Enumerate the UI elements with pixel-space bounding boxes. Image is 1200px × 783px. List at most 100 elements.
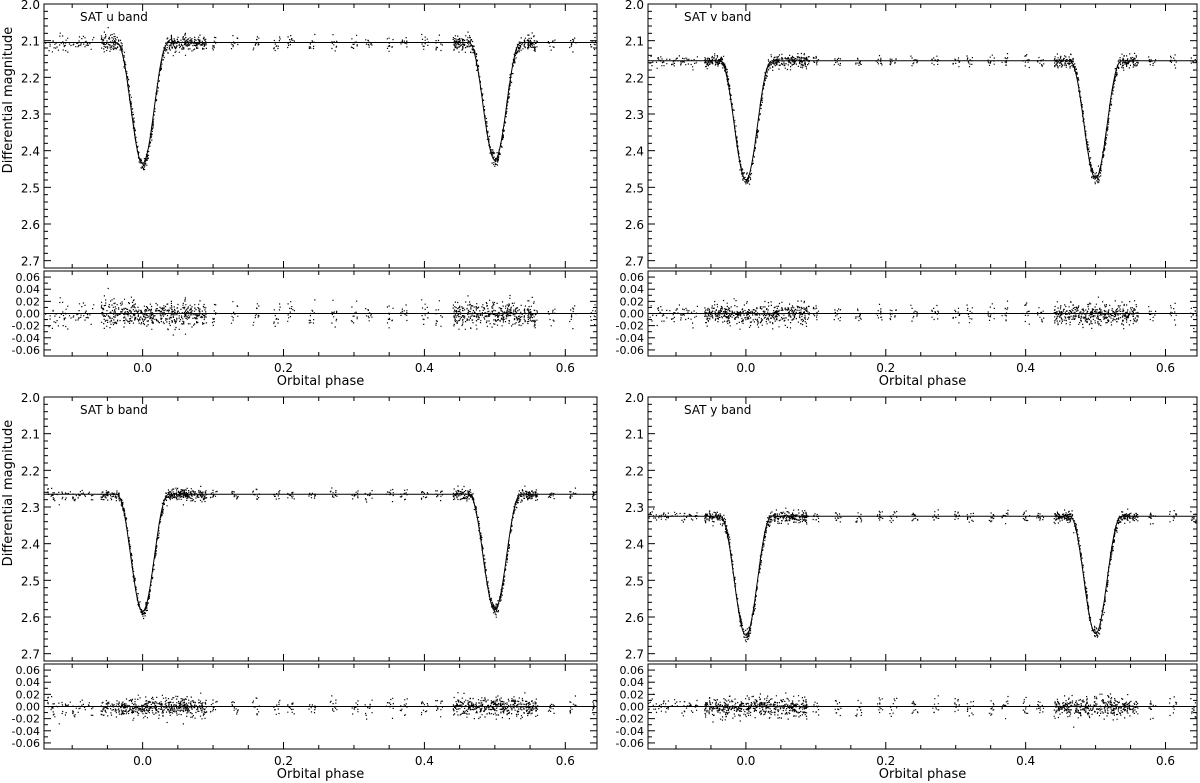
panel-title: SAT v band — [684, 10, 751, 24]
panel-title: SAT y band — [684, 403, 751, 417]
x-tick-label: 0.2 — [274, 754, 293, 768]
y-tick-label: 2.5 — [21, 181, 40, 195]
residual-y-ticks: 0.060.040.020.00-0.02-0.04-0.06 — [616, 271, 1197, 357]
y-axis-label: Differential magnitude — [1, 27, 16, 174]
residual-tick-label: 0.02 — [16, 295, 41, 308]
x-ticks: 0.0 0.2 0.4 0.6 — [71, 397, 575, 768]
y-tick-label: 2.7 — [21, 648, 40, 662]
residual-tick-label: -0.04 — [12, 725, 40, 738]
residual-tick-label: -0.06 — [616, 344, 644, 357]
observed-points — [649, 52, 1197, 185]
x-axis-label: Orbital phase — [277, 374, 364, 389]
panel-1: 0.0 0.2 0.4 0.6 2.0 2.1 2.2 2.3 2.4 2.5 2.6 2.7 0.06… — [1, 0, 598, 389]
residual-tick-label: -0.04 — [616, 332, 644, 345]
x-tick-label: 0.2 — [876, 754, 895, 768]
y-tick-label: 2.2 — [21, 71, 40, 85]
residual-y-ticks: 0.060.040.020.00-0.02-0.04-0.06 — [12, 664, 597, 750]
x-axis-label: Orbital phase — [277, 767, 364, 782]
y-tick-label: 2.6 — [625, 611, 644, 625]
residual-tick-label: -0.06 — [12, 737, 40, 750]
residual-tick-label: 0.02 — [620, 295, 645, 308]
y-tick-label: 2.0 — [21, 0, 40, 12]
y-tick-label: 2.4 — [21, 145, 40, 159]
y-tick-label: 2.1 — [625, 428, 644, 442]
x-tick-label: 0.4 — [415, 754, 434, 768]
y-tick-label: 2.1 — [21, 35, 40, 49]
y-tick-label: 2.3 — [625, 108, 644, 122]
residual-tick-label: 0.06 — [16, 271, 41, 284]
y-tick-label: 2.1 — [625, 35, 644, 49]
residual-tick-label: 0.00 — [620, 701, 645, 714]
x-tick-label: 0.4 — [415, 361, 434, 375]
residual-tick-label: -0.02 — [12, 713, 40, 726]
y-tick-label: 2.2 — [21, 464, 40, 478]
x-tick-label: 0.0 — [133, 361, 152, 375]
y-tick-label: 2.0 — [21, 391, 40, 405]
residual-tick-label: -0.04 — [616, 725, 644, 738]
y-tick-label: 2.6 — [625, 218, 644, 232]
x-tick-label: 0.0 — [736, 754, 755, 768]
model-curve — [648, 515, 1197, 636]
model-curve — [44, 42, 597, 165]
residual-tick-label: 0.02 — [16, 688, 41, 701]
x-tick-label: 0.0 — [133, 754, 152, 768]
residual-tick-label: 0.00 — [620, 308, 645, 321]
x-ticks: 0.0 0.2 0.4 0.6 — [71, 4, 575, 375]
y-tick-label: 2.2 — [625, 464, 644, 478]
residual-tick-label: 0.04 — [620, 676, 645, 689]
observed-points — [45, 27, 597, 171]
x-axis-label: Orbital phase — [879, 767, 966, 782]
y-tick-label: 2.5 — [21, 574, 40, 588]
y-tick-label: 2.0 — [625, 391, 644, 405]
panel-title: SAT u band — [80, 10, 148, 24]
model-curve — [44, 493, 597, 613]
residual-tick-label: -0.02 — [616, 320, 644, 333]
panel-4: 0.0 0.2 0.4 0.6 2.0 2.1 2.2 2.3 2.4 2.5 2.6 2.7 0.06… — [616, 391, 1198, 782]
residual-points — [47, 691, 597, 725]
y-ticks: 2.0 2.1 2.2 2.3 2.4 2.5 2.6 2.7 — [21, 391, 597, 662]
y-tick-label: 2.7 — [21, 255, 40, 269]
x-ticks: 0.0 0.2 0.4 0.6 — [675, 4, 1175, 375]
x-tick-label: 0.2 — [274, 361, 293, 375]
model-curve — [648, 60, 1197, 181]
y-tick-label: 2.2 — [625, 71, 644, 85]
y-tick-label: 2.3 — [21, 501, 40, 515]
y-ticks: 2.0 2.1 2.2 2.3 2.4 2.5 2.6 2.7 — [625, 0, 1197, 269]
y-axis-label: Differential magnitude — [1, 420, 16, 567]
y-tick-label: 2.5 — [625, 181, 644, 195]
residual-points — [649, 296, 1197, 330]
residual-tick-label: 0.00 — [16, 308, 41, 321]
y-tick-label: 2.1 — [21, 428, 40, 442]
residual-tick-label: -0.04 — [12, 332, 40, 345]
x-tick-label: 0.4 — [1016, 754, 1035, 768]
y-ticks: 2.0 2.1 2.2 2.3 2.4 2.5 2.6 2.7 — [625, 391, 1197, 662]
residual-tick-label: 0.06 — [620, 271, 645, 284]
panel-3: 0.0 0.2 0.4 0.6 2.0 2.1 2.2 2.3 2.4 2.5 2.6 2.7 0.06… — [1, 391, 598, 782]
residual-tick-label: 0.04 — [620, 283, 645, 296]
x-tick-label: 0.4 — [1016, 361, 1035, 375]
main-plot-frame — [43, 3, 598, 269]
y-tick-label: 2.3 — [21, 108, 40, 122]
y-tick-label: 2.3 — [625, 501, 644, 515]
panel-2: 0.0 0.2 0.4 0.6 2.0 2.1 2.2 2.3 2.4 2.5 2.6 2.7 0.06… — [616, 0, 1198, 389]
x-tick-label: 0.6 — [556, 754, 575, 768]
residual-tick-label: -0.06 — [12, 344, 40, 357]
y-tick-label: 2.7 — [625, 648, 644, 662]
panel-title: SAT b band — [80, 403, 148, 417]
x-ticks: 0.0 0.2 0.4 0.6 — [675, 397, 1175, 768]
residual-tick-label: -0.02 — [12, 320, 40, 333]
main-plot-frame — [647, 3, 1198, 269]
x-tick-label: 0.6 — [556, 361, 575, 375]
residual-tick-label: -0.02 — [616, 713, 644, 726]
y-tick-label: 2.0 — [625, 0, 644, 12]
x-axis-label: Orbital phase — [879, 374, 966, 389]
residual-tick-label: -0.06 — [616, 737, 644, 750]
y-ticks: 2.0 2.1 2.2 2.3 2.4 2.5 2.6 2.7 — [21, 0, 597, 269]
residual-tick-label: 0.02 — [620, 688, 645, 701]
residual-points — [648, 692, 1197, 728]
residual-y-ticks: 0.060.040.020.00-0.02-0.04-0.06 — [616, 664, 1197, 750]
x-tick-label: 0.6 — [1156, 754, 1175, 768]
y-tick-label: 2.4 — [625, 538, 644, 552]
y-tick-label: 2.4 — [625, 145, 644, 159]
